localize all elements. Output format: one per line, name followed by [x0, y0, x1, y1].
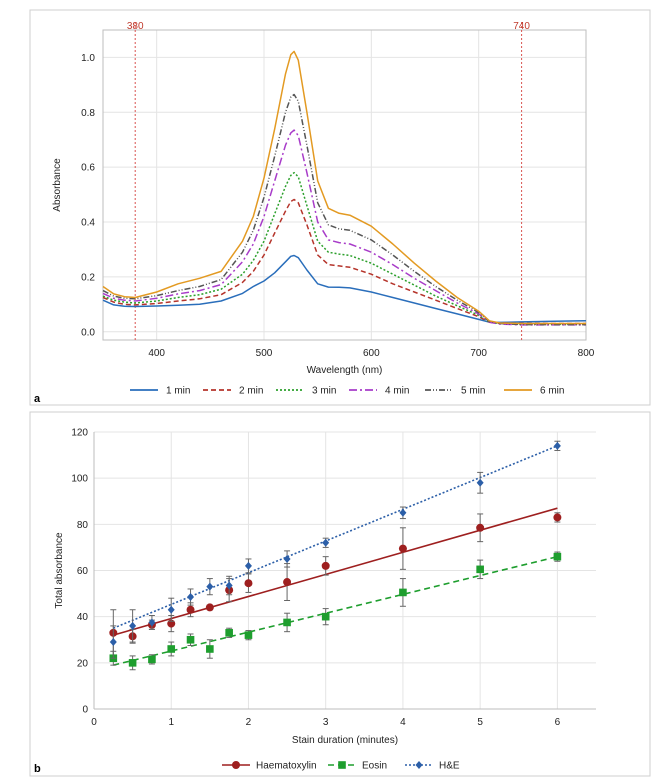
panel-a-frame: [29, 9, 651, 406]
data-point: [553, 513, 562, 522]
data-point: [553, 441, 561, 450]
data-point: [148, 618, 156, 627]
series-line: [102, 129, 586, 326]
legend-label: 4 min: [385, 386, 409, 397]
y-axis-title: Total absorbance: [54, 532, 65, 609]
data-point: [399, 508, 407, 517]
legend-label: H&E: [439, 761, 460, 772]
legend-label: 2 min: [239, 386, 263, 397]
y-tick-label: 1.0: [81, 53, 95, 64]
y-tick-label: 0.2: [81, 272, 95, 283]
data-point: [205, 603, 214, 612]
chart-a: 400 500 600 700 800 0.0 0.2 0.4 0.6 0.8 1.0 Wavelen…: [52, 21, 595, 397]
data-point: [148, 655, 156, 664]
legend-label: 3 min: [312, 386, 336, 397]
x-tick-label: 2: [246, 717, 252, 728]
data-point: [244, 631, 253, 639]
y-tick-label: 0.6: [81, 163, 95, 174]
fit-line: [113, 507, 558, 636]
data-point: [206, 582, 214, 591]
data-point: [244, 579, 253, 588]
panel-b-frame: [29, 411, 651, 777]
y-tick-label: 0.8: [81, 108, 95, 119]
reference-line-label: 740: [513, 21, 530, 32]
data-point: [186, 635, 195, 644]
data-point: [225, 629, 233, 637]
x-tick-label: 400: [148, 348, 165, 359]
fit-line: [113, 445, 558, 629]
panel-a-label: a: [34, 393, 41, 405]
y-axis-title: Absorbance: [52, 158, 63, 212]
data-point: [128, 659, 137, 667]
x-tick-label: 800: [578, 348, 595, 359]
y-tick-label: 40: [77, 612, 89, 623]
series-line: [102, 93, 586, 326]
series-line: [102, 50, 586, 325]
x-axis-title: Wavelength (nm): [307, 365, 383, 376]
legend-label: Eosin: [362, 761, 387, 772]
data-point: [553, 552, 562, 561]
legend-label: 5 min: [461, 386, 485, 397]
y-tick-label: 0.0: [81, 327, 95, 338]
y-tick-label: 60: [77, 566, 89, 577]
data-point: [322, 538, 330, 547]
data-point: [244, 561, 252, 570]
legend-marker: [232, 761, 240, 769]
data-point: [398, 544, 407, 553]
data-point: [187, 593, 195, 602]
legend-label: Haematoxylin: [256, 761, 317, 772]
x-tick-label: 3: [323, 717, 329, 728]
data-point: [399, 588, 407, 597]
series-line: [102, 254, 587, 324]
data-point: [283, 618, 291, 627]
series-line: [102, 198, 586, 325]
legend-label: 1 min: [166, 386, 190, 397]
data-point: [206, 645, 214, 653]
reference-line-label: 380: [127, 21, 144, 32]
data-point: [476, 565, 484, 574]
y-tick-label: 20: [77, 658, 89, 669]
legend-label: 6 min: [540, 386, 564, 397]
y-tick-label: 100: [71, 474, 88, 485]
x-tick-label: 5: [477, 717, 483, 728]
data-point: [283, 578, 292, 587]
x-tick-label: 600: [363, 348, 380, 359]
plot-area-border: [102, 29, 587, 341]
legend-marker: [338, 761, 346, 769]
panel-b-label: b: [34, 763, 41, 775]
y-tick-label: 0.4: [81, 218, 95, 229]
data-point: [321, 612, 330, 621]
data-point: [283, 554, 291, 563]
x-tick-label: 6: [555, 717, 561, 728]
x-tick-label: 0: [91, 717, 97, 728]
legend-marker: [415, 761, 423, 769]
x-tick-label: 700: [470, 348, 487, 359]
y-tick-label: 80: [77, 520, 89, 531]
data-point: [109, 638, 117, 647]
x-tick-label: 4: [400, 717, 406, 728]
data-point: [321, 561, 330, 570]
data-point: [167, 645, 176, 653]
data-point: [476, 523, 485, 532]
fit-line: [113, 555, 558, 666]
data-point: [225, 581, 233, 590]
x-tick-label: 1: [168, 717, 174, 728]
data-point: [476, 478, 484, 487]
data-point: [129, 621, 137, 630]
data-point: [167, 605, 175, 614]
series-line: [102, 171, 586, 326]
y-tick-label: 0: [82, 705, 88, 716]
x-axis-title: Stain duration (minutes): [292, 735, 398, 746]
y-tick-label: 120: [71, 428, 88, 439]
x-tick-label: 500: [256, 348, 273, 359]
data-point: [186, 605, 195, 614]
